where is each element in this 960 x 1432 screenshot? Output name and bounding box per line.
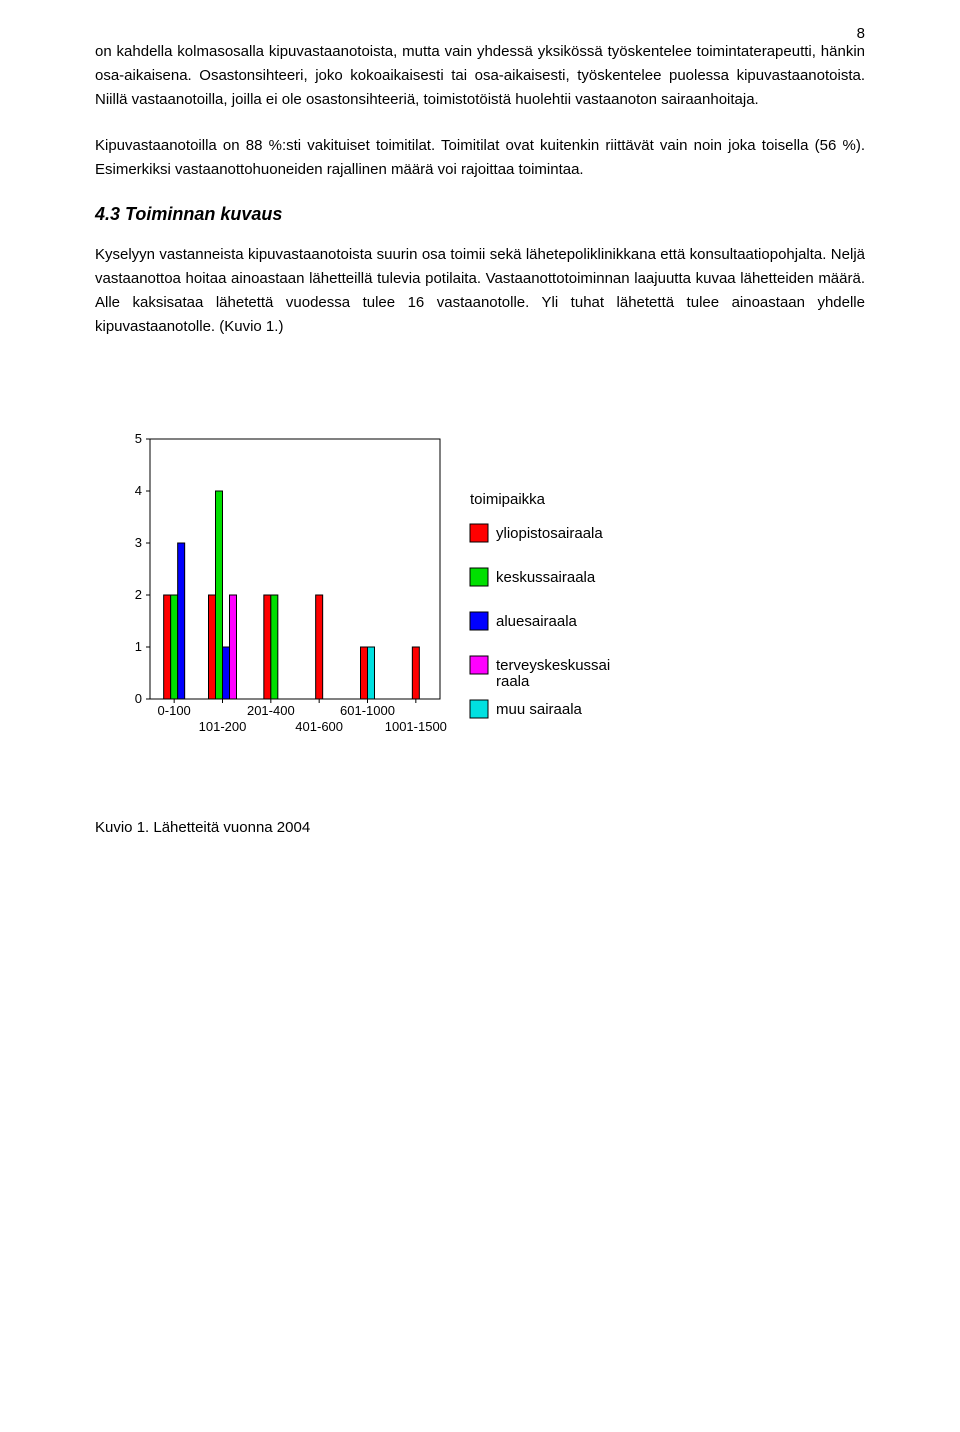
svg-text:yliopistosairaala: yliopistosairaala — [496, 525, 603, 542]
svg-text:terveyskeskussai: terveyskeskussai — [496, 657, 610, 674]
svg-text:4: 4 — [135, 483, 142, 498]
svg-text:1: 1 — [135, 639, 142, 654]
paragraph-1: on kahdella kolmasosalla kipuvastaanotoi… — [95, 40, 865, 112]
svg-text:keskussairaala: keskussairaala — [496, 569, 596, 586]
svg-text:0-100: 0-100 — [158, 703, 191, 718]
svg-text:raala: raala — [496, 673, 530, 690]
page: 8 on kahdella kolmasosalla kipuvastaanot… — [0, 0, 960, 876]
page-number: 8 — [857, 25, 865, 42]
svg-text:401-600: 401-600 — [295, 719, 343, 734]
figure-caption: Kuvio 1. Lähetteitä vuonna 2004 — [95, 819, 865, 836]
bar-chart-svg: 0 1 2 3 4 5 0-100 101-200201-400401-600601-1000… — [95, 419, 715, 759]
svg-text:1001-1500: 1001-1500 — [385, 719, 447, 734]
paragraph-2: Kipuvastaanotoilla on 88 %:sti vakituise… — [95, 134, 865, 182]
bar-chart: 0 1 2 3 4 5 0-100 101-200201-400401-600601-1000… — [95, 419, 715, 759]
svg-text:2: 2 — [135, 587, 142, 602]
svg-text:5: 5 — [135, 431, 142, 446]
section-heading: 4.3 Toiminnan kuvaus — [95, 204, 865, 225]
svg-text:toimipaikka: toimipaikka — [470, 491, 546, 508]
svg-text:601-1000: 601-1000 — [340, 703, 395, 718]
svg-text:0: 0 — [135, 691, 142, 706]
paragraph-3: Kyselyyn vastanneista kipuvastaanotoista… — [95, 243, 865, 339]
svg-text:101-200: 101-200 — [199, 719, 247, 734]
svg-text:201-400: 201-400 — [247, 703, 295, 718]
svg-text:3: 3 — [135, 535, 142, 550]
svg-text:aluesairaala: aluesairaala — [496, 613, 578, 630]
svg-text:muu sairaala: muu sairaala — [496, 701, 583, 718]
